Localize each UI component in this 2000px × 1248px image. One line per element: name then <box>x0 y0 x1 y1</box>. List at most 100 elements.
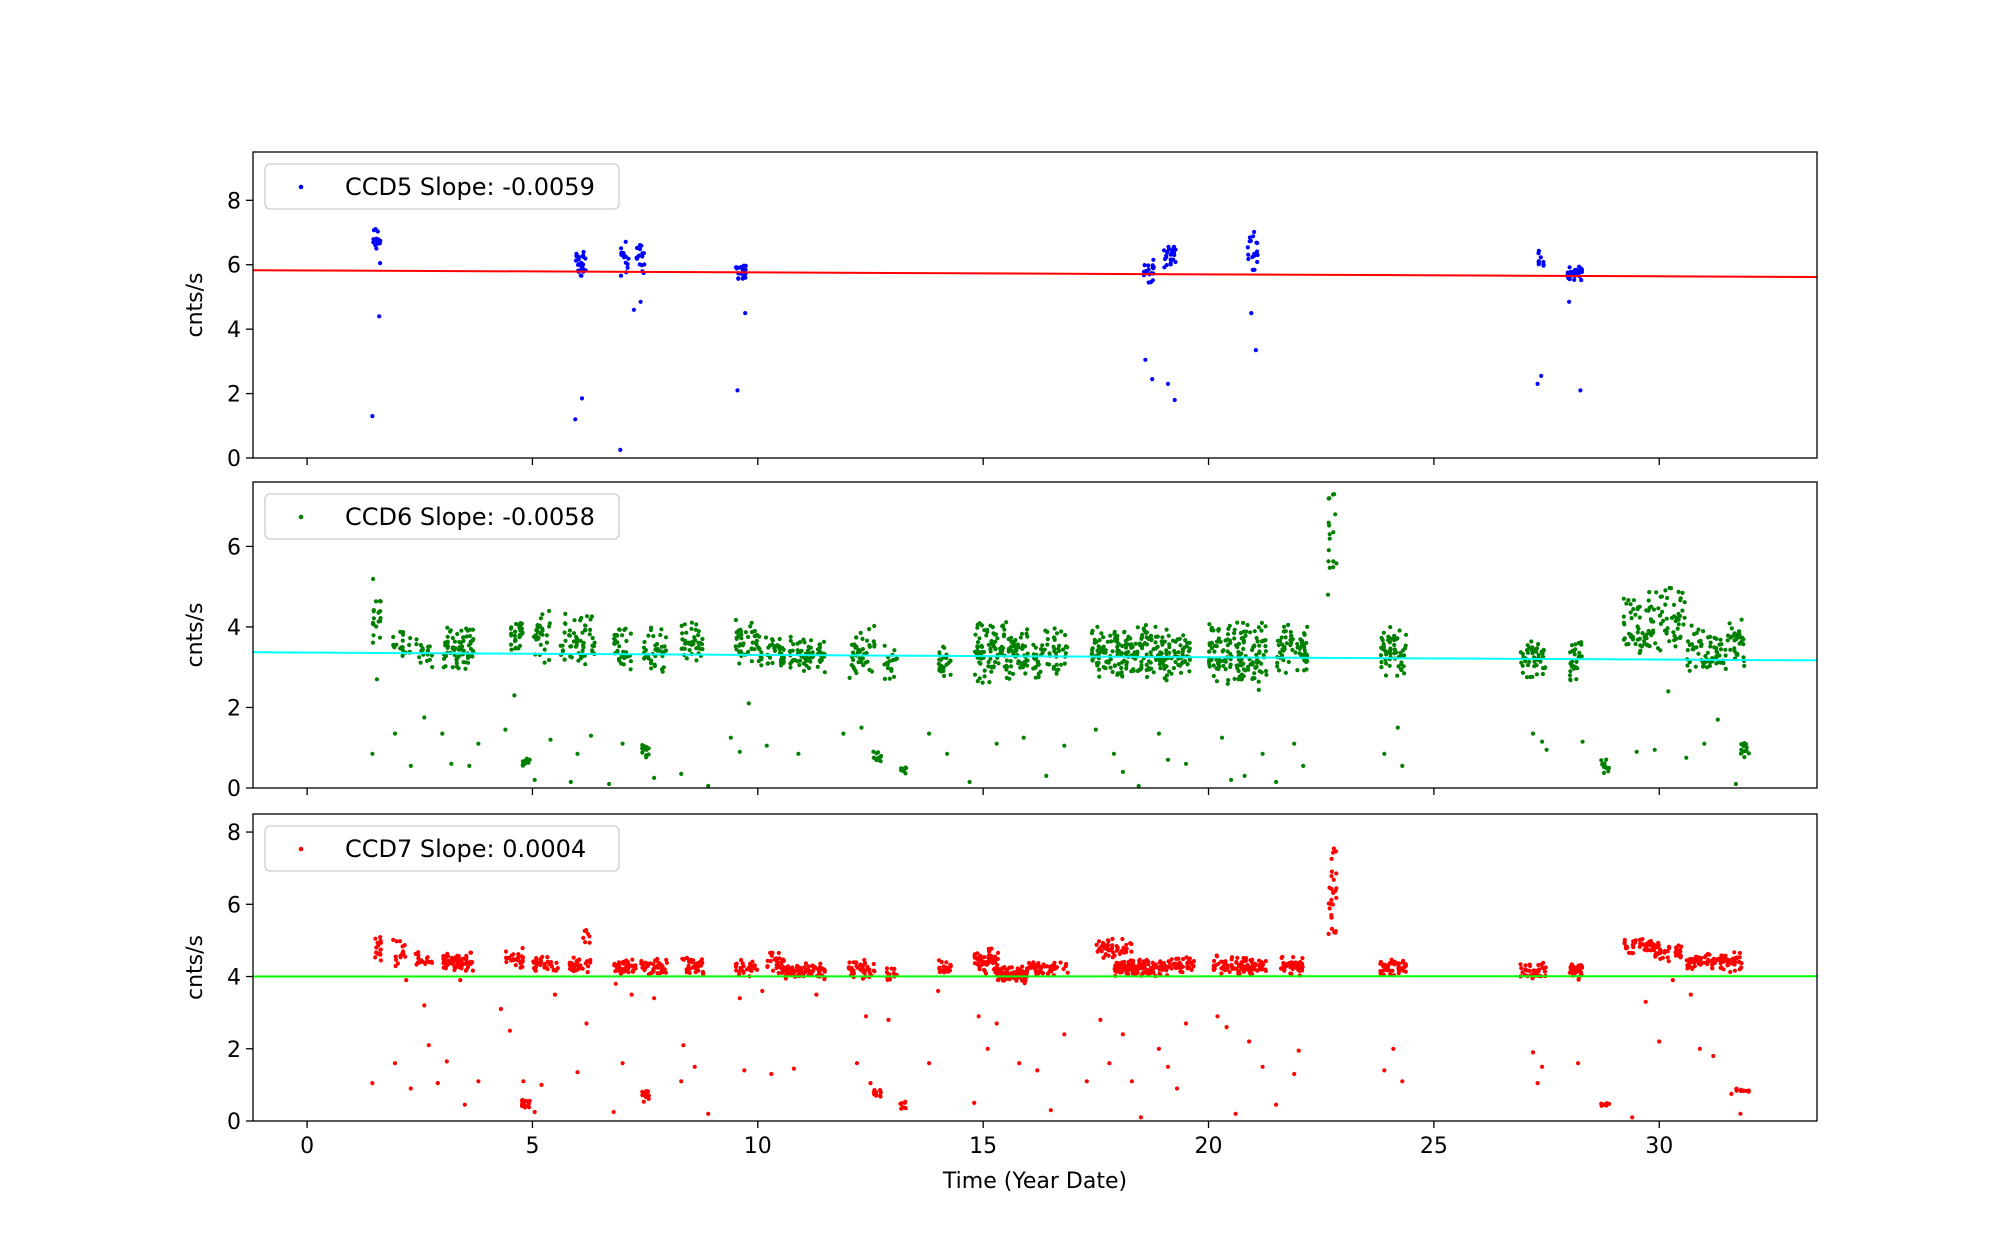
data-point <box>1296 1048 1301 1053</box>
data-point <box>1664 616 1669 621</box>
data-point <box>797 649 803 654</box>
data-point <box>679 771 684 777</box>
data-point <box>1216 628 1221 633</box>
data-point <box>1059 629 1064 634</box>
data-point <box>1746 1088 1751 1093</box>
data-point <box>400 630 406 635</box>
data-point <box>1402 671 1407 676</box>
data-point <box>532 1109 537 1115</box>
data-point <box>746 649 751 655</box>
data-point <box>533 960 538 965</box>
data-point <box>1663 948 1668 954</box>
data-point <box>1577 654 1582 659</box>
data-point <box>403 954 408 959</box>
data-point <box>760 988 765 994</box>
data-point <box>1693 954 1699 959</box>
data-point <box>465 628 470 633</box>
data-point <box>1125 637 1130 642</box>
data-point <box>450 956 456 962</box>
data-point <box>1223 667 1228 672</box>
data-point <box>1718 637 1723 642</box>
data-point <box>1175 637 1180 642</box>
data-point <box>993 659 998 665</box>
data-point <box>1275 638 1280 643</box>
data-point <box>1040 650 1045 656</box>
data-point <box>466 660 471 665</box>
data-point <box>615 640 620 645</box>
data-point <box>659 627 664 632</box>
data-point <box>592 640 597 645</box>
data-point <box>370 1081 375 1086</box>
data-point <box>1518 650 1523 655</box>
y-tick-label: 0 <box>227 777 241 802</box>
data-point <box>623 254 628 259</box>
data-point <box>1052 626 1057 631</box>
data-point <box>1696 651 1701 656</box>
data-point <box>1723 647 1728 652</box>
data-point <box>1053 651 1059 656</box>
data-point <box>1112 663 1117 669</box>
data-point <box>534 956 539 961</box>
data-point <box>1013 649 1018 654</box>
data-point <box>1659 594 1665 599</box>
data-point <box>1604 757 1609 762</box>
data-point <box>615 648 620 653</box>
data-point <box>847 675 852 681</box>
data-point <box>567 628 573 633</box>
data-point <box>578 656 583 661</box>
data-point <box>538 959 544 964</box>
data-point <box>619 969 624 975</box>
data-point <box>1529 639 1534 644</box>
data-point <box>1520 970 1525 975</box>
data-point <box>1541 647 1546 652</box>
data-point <box>590 636 595 641</box>
data-point <box>684 656 689 661</box>
data-point <box>539 1082 544 1087</box>
data-point <box>857 649 863 655</box>
data-point <box>1233 1111 1238 1116</box>
data-point <box>986 958 992 964</box>
data-point <box>619 252 625 257</box>
data-point <box>854 644 859 649</box>
data-point <box>400 951 405 957</box>
data-point <box>519 954 525 959</box>
data-point <box>882 676 888 682</box>
data-point <box>1238 962 1243 967</box>
data-point <box>520 1097 525 1103</box>
data-point <box>1292 1071 1297 1077</box>
data-point <box>1241 661 1246 666</box>
data-point <box>1246 252 1251 257</box>
data-point <box>1084 1079 1089 1084</box>
data-point <box>422 715 427 720</box>
data-point <box>700 969 706 975</box>
data-point <box>995 636 1000 641</box>
data-point <box>571 955 576 960</box>
data-point <box>454 962 459 967</box>
data-point <box>854 1061 860 1066</box>
data-point <box>972 961 978 966</box>
data-point <box>806 648 811 653</box>
data-point <box>1119 965 1124 970</box>
data-point <box>1104 945 1109 950</box>
data-point <box>641 961 646 966</box>
data-point <box>989 946 994 951</box>
data-point <box>623 239 628 244</box>
data-point <box>1183 761 1189 766</box>
data-point <box>769 1071 774 1077</box>
data-point <box>430 665 435 670</box>
data-point <box>1630 951 1636 956</box>
data-point <box>1245 622 1250 628</box>
data-point <box>1578 388 1583 393</box>
data-point <box>498 1006 503 1012</box>
data-point <box>1048 1108 1053 1113</box>
data-point <box>972 649 978 654</box>
data-point <box>780 970 785 975</box>
data-point <box>1187 669 1192 674</box>
data-point <box>638 299 643 304</box>
data-point <box>892 966 897 972</box>
data-point <box>1628 610 1633 615</box>
data-point <box>1022 976 1027 982</box>
data-point <box>589 614 595 619</box>
data-point <box>822 969 827 974</box>
data-point <box>1734 1086 1739 1091</box>
